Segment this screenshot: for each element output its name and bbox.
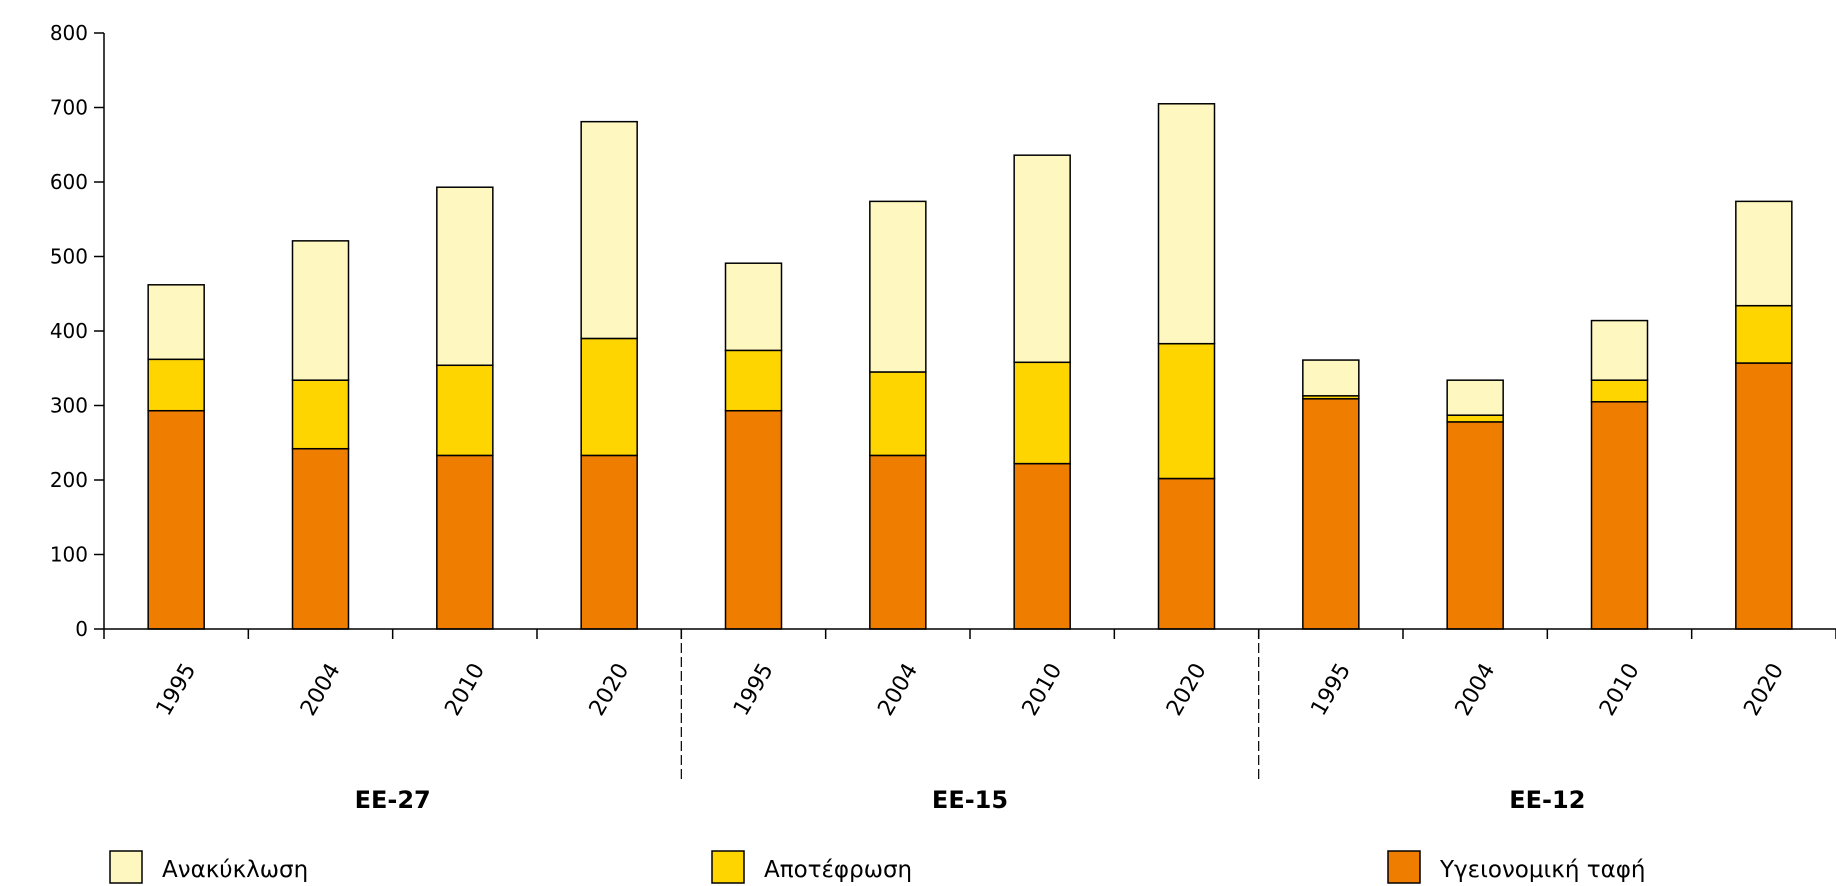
y-axis: 0 100 200 300 400 500 600 700 800 [50,21,105,641]
bar-segment [291,240,350,381]
bar-segment [436,186,494,367]
x-category-label: 1995 [152,659,202,720]
bars [147,103,1793,630]
y-tick-label: 300 [50,394,88,418]
bar-segment [436,454,494,630]
bar-segment [1735,200,1793,307]
y-tick-label: 800 [50,21,88,45]
bar-segment [1157,342,1216,480]
bar-segment [291,379,350,450]
bar-segment [1013,462,1071,630]
legend-swatch [109,850,143,884]
x-category-label: 2010 [1595,659,1645,720]
x-category-label: 2004 [296,659,346,720]
y-tick-label: 200 [50,468,88,492]
bar-segment [1157,477,1216,630]
group-label: ΕΕ-15 [932,786,1008,814]
y-tick-label: 0 [75,617,88,641]
legend-swatch [711,850,745,884]
x-category-label: 2004 [873,659,923,720]
bar-segment [436,364,494,457]
bar-segment [1590,379,1649,403]
bar-segment [1157,103,1216,345]
bar-segment [1590,319,1649,381]
group-label: ΕΕ-12 [1509,786,1585,814]
bar-segment [580,454,638,630]
bar-segment [580,337,638,457]
bar-segment [724,349,783,412]
bar-segment [724,262,783,352]
group-label: ΕΕ-27 [355,786,431,814]
bar-segment [1446,379,1504,416]
x-category-label: 2020 [585,659,635,720]
bar-segment [1590,401,1649,630]
bar-segment [1735,362,1793,630]
legend-swatch [1387,850,1421,884]
bar-segment [1013,361,1071,465]
y-tick-label: 400 [50,319,88,343]
x-category-label: 2020 [1739,659,1789,720]
x-axis: 1995 2004 2010 2020 1995 2004 2010 2020 1995 2004… [103,628,1836,814]
bar-segment [869,200,927,373]
y-tick-label: 500 [50,245,88,269]
bar-segment [580,120,638,340]
bar-segment [1013,154,1071,364]
bar-segment [869,454,927,630]
bar-segment [147,409,205,630]
legend: Ανακύκλωση Αποτέφρωση Υγειονομική ταφή [109,850,1645,884]
legend-label: Υγειονομική ταφή [1439,857,1645,883]
bar-segment [291,447,350,630]
bar-segment [1302,398,1360,630]
y-tick-label: 100 [50,543,88,567]
bar-segment [1446,414,1504,423]
bar-segment [147,284,205,361]
x-category-label: 2004 [1451,659,1501,720]
bar-segment [1446,421,1504,630]
bar-segment [869,371,927,457]
bar-segment [724,409,783,630]
y-tick-label: 700 [50,96,88,120]
y-tick-label: 600 [50,170,88,194]
bar-segment [147,358,205,412]
x-category-label: 2010 [440,659,490,720]
legend-label: Αποτέφρωση [764,857,912,883]
x-category-label: 1995 [1306,659,1356,720]
x-category-label: 2010 [1018,659,1068,720]
bar-segment [1735,304,1793,364]
x-category-label: 2020 [1162,659,1212,720]
bar-segment [1302,359,1360,397]
legend-label: Ανακύκλωση [162,857,308,883]
x-category-label: 1995 [729,659,779,720]
